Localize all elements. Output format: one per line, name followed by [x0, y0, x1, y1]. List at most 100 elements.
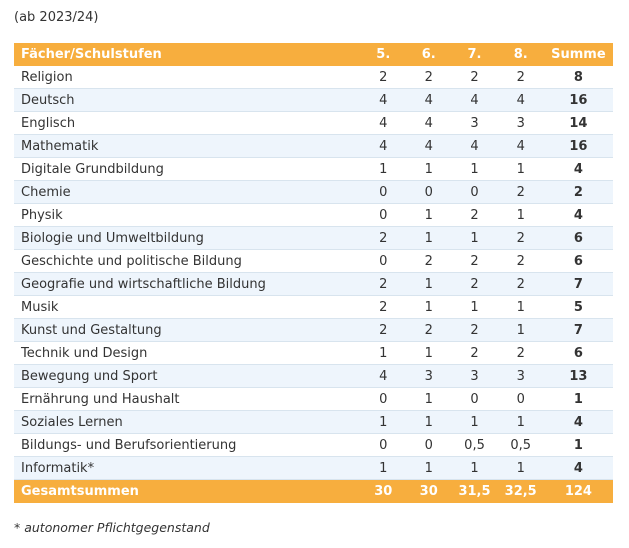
- grade-8-cell: 0: [497, 387, 544, 411]
- sum-cell: 7: [543, 272, 613, 296]
- table-header-row: Fächer/Schulstufen 5. 6. 7. 8. Summe: [14, 43, 613, 66]
- sum-cell: 7: [543, 318, 613, 342]
- grade-8-cell: 0,5: [497, 433, 544, 457]
- grade-6-cell: 1: [406, 226, 452, 250]
- grade-6-cell: 1: [406, 387, 452, 411]
- grade-7-cell: 2: [451, 341, 498, 365]
- table-row: Biologie und Umweltbildung 2 1 1 2 6: [14, 226, 613, 250]
- table-row: Bewegung und Sport 4 3 3 3 13: [14, 364, 613, 388]
- table-row: Deutsch 4 4 4 4 16: [14, 88, 613, 112]
- grade-7-cell: 2: [451, 203, 498, 227]
- table-row: Ernährung und Haushalt 0 1 0 0 1: [14, 387, 613, 411]
- table-row: Geografie und wirtschaftliche Bildung 2 1 2…: [14, 272, 613, 296]
- grade-6-cell: 3: [406, 364, 452, 388]
- grade-5-cell: 0: [360, 387, 406, 411]
- grade-8-cell: 3: [497, 364, 544, 388]
- subject-cell: Kunst und Gestaltung: [14, 318, 361, 342]
- sum-cell: 14: [543, 111, 613, 135]
- sum-cell: 16: [543, 134, 613, 158]
- header-grade-7: 7.: [451, 43, 498, 66]
- subject-cell: Englisch: [14, 111, 361, 135]
- grade-8-cell: 3: [497, 111, 544, 135]
- grade-5-cell: 4: [360, 134, 406, 158]
- subject-cell: Ernährung und Haushalt: [14, 387, 361, 411]
- sum-cell: 16: [543, 88, 613, 112]
- table-row: Chemie 0 0 0 2 2: [14, 180, 613, 204]
- subject-cell: Physik: [14, 203, 361, 227]
- grade-7-cell: 2: [451, 65, 498, 89]
- footnote: * autonomer Pflichtgegenstand: [14, 520, 210, 535]
- grade-7-cell: 4: [451, 88, 498, 112]
- grade-7-cell: 1: [451, 157, 498, 181]
- totals-grade-8: 32,5: [497, 479, 544, 503]
- grade-7-cell: 0: [451, 387, 498, 411]
- grade-8-cell: 2: [497, 180, 544, 204]
- sum-cell: 8: [543, 65, 613, 89]
- grade-8-cell: 4: [497, 134, 544, 158]
- table-body: Religion 2 2 2 2 8 Deutsch 4 4 4 4 16 Englisch 4 4 3 3 14…: [14, 65, 613, 480]
- table-row: Informatik* 1 1 1 1 4: [14, 456, 613, 480]
- grade-6-cell: 0: [406, 180, 452, 204]
- table-row: Englisch 4 4 3 3 14: [14, 111, 613, 135]
- subject-cell: Informatik*: [14, 456, 361, 480]
- grade-6-cell: 1: [406, 341, 452, 365]
- grade-5-cell: 1: [360, 157, 406, 181]
- sum-cell: 6: [543, 226, 613, 250]
- grade-8-cell: 2: [497, 341, 544, 365]
- subject-cell: Technik und Design: [14, 341, 361, 365]
- table-row: Technik und Design 1 1 2 2 6: [14, 341, 613, 365]
- table-row: Musik 2 1 1 1 5: [14, 295, 613, 319]
- subject-cell: Bewegung und Sport: [14, 364, 361, 388]
- sum-cell: 1: [543, 433, 613, 457]
- grade-6-cell: 1: [406, 410, 452, 434]
- grade-8-cell: 1: [497, 318, 544, 342]
- grade-7-cell: 1: [451, 410, 498, 434]
- grade-5-cell: 2: [360, 65, 406, 89]
- grade-7-cell: 3: [451, 111, 498, 135]
- grade-6-cell: 1: [406, 456, 452, 480]
- sum-cell: 6: [543, 249, 613, 273]
- grade-8-cell: 1: [497, 203, 544, 227]
- grade-7-cell: 2: [451, 272, 498, 296]
- table-row: Physik 0 1 2 1 4: [14, 203, 613, 227]
- table-row: Geschichte und politische Bildung 0 2 2 2 6: [14, 249, 613, 273]
- subject-cell: Geografie und wirtschaftliche Bildung: [14, 272, 361, 296]
- grade-6-cell: 2: [406, 249, 452, 273]
- grade-8-cell: 1: [497, 410, 544, 434]
- grade-5-cell: 1: [360, 456, 406, 480]
- table-row: Mathematik 4 4 4 4 16: [14, 134, 613, 158]
- table-row: Kunst und Gestaltung 2 2 2 1 7: [14, 318, 613, 342]
- subtitle: (ab 2023/24): [14, 10, 99, 25]
- subject-cell: Soziales Lernen: [14, 410, 361, 434]
- sum-cell: 5: [543, 295, 613, 319]
- header-sum: Summe: [543, 43, 613, 66]
- grade-7-cell: 1: [451, 226, 498, 250]
- table-row: Religion 2 2 2 2 8: [14, 65, 613, 89]
- sum-cell: 13: [543, 364, 613, 388]
- subject-cell: Chemie: [14, 180, 361, 204]
- grade-5-cell: 2: [360, 272, 406, 296]
- grade-6-cell: 1: [406, 157, 452, 181]
- sum-cell: 4: [543, 410, 613, 434]
- sum-cell: 4: [543, 203, 613, 227]
- grade-5-cell: 0: [360, 249, 406, 273]
- totals-row: Gesamtsummen 30 30 31,5 32,5 124: [14, 479, 613, 503]
- subject-cell: Geschichte und politische Bildung: [14, 249, 361, 273]
- grade-5-cell: 2: [360, 318, 406, 342]
- grade-6-cell: 4: [406, 134, 452, 158]
- sum-cell: 2: [543, 180, 613, 204]
- subject-cell: Mathematik: [14, 134, 361, 158]
- grade-8-cell: 1: [497, 295, 544, 319]
- grade-8-cell: 2: [497, 272, 544, 296]
- totals-grade-6: 30: [406, 479, 452, 503]
- grade-5-cell: 4: [360, 88, 406, 112]
- grade-7-cell: 1: [451, 295, 498, 319]
- grade-7-cell: 4: [451, 134, 498, 158]
- sum-cell: 4: [543, 456, 613, 480]
- totals-label: Gesamtsummen: [14, 479, 361, 503]
- totals-sum: 124: [543, 479, 613, 503]
- grade-5-cell: 0: [360, 433, 406, 457]
- grade-5-cell: 1: [360, 410, 406, 434]
- subject-cell: Bildungs- und Berufsorientierung: [14, 433, 361, 457]
- grade-8-cell: 2: [497, 226, 544, 250]
